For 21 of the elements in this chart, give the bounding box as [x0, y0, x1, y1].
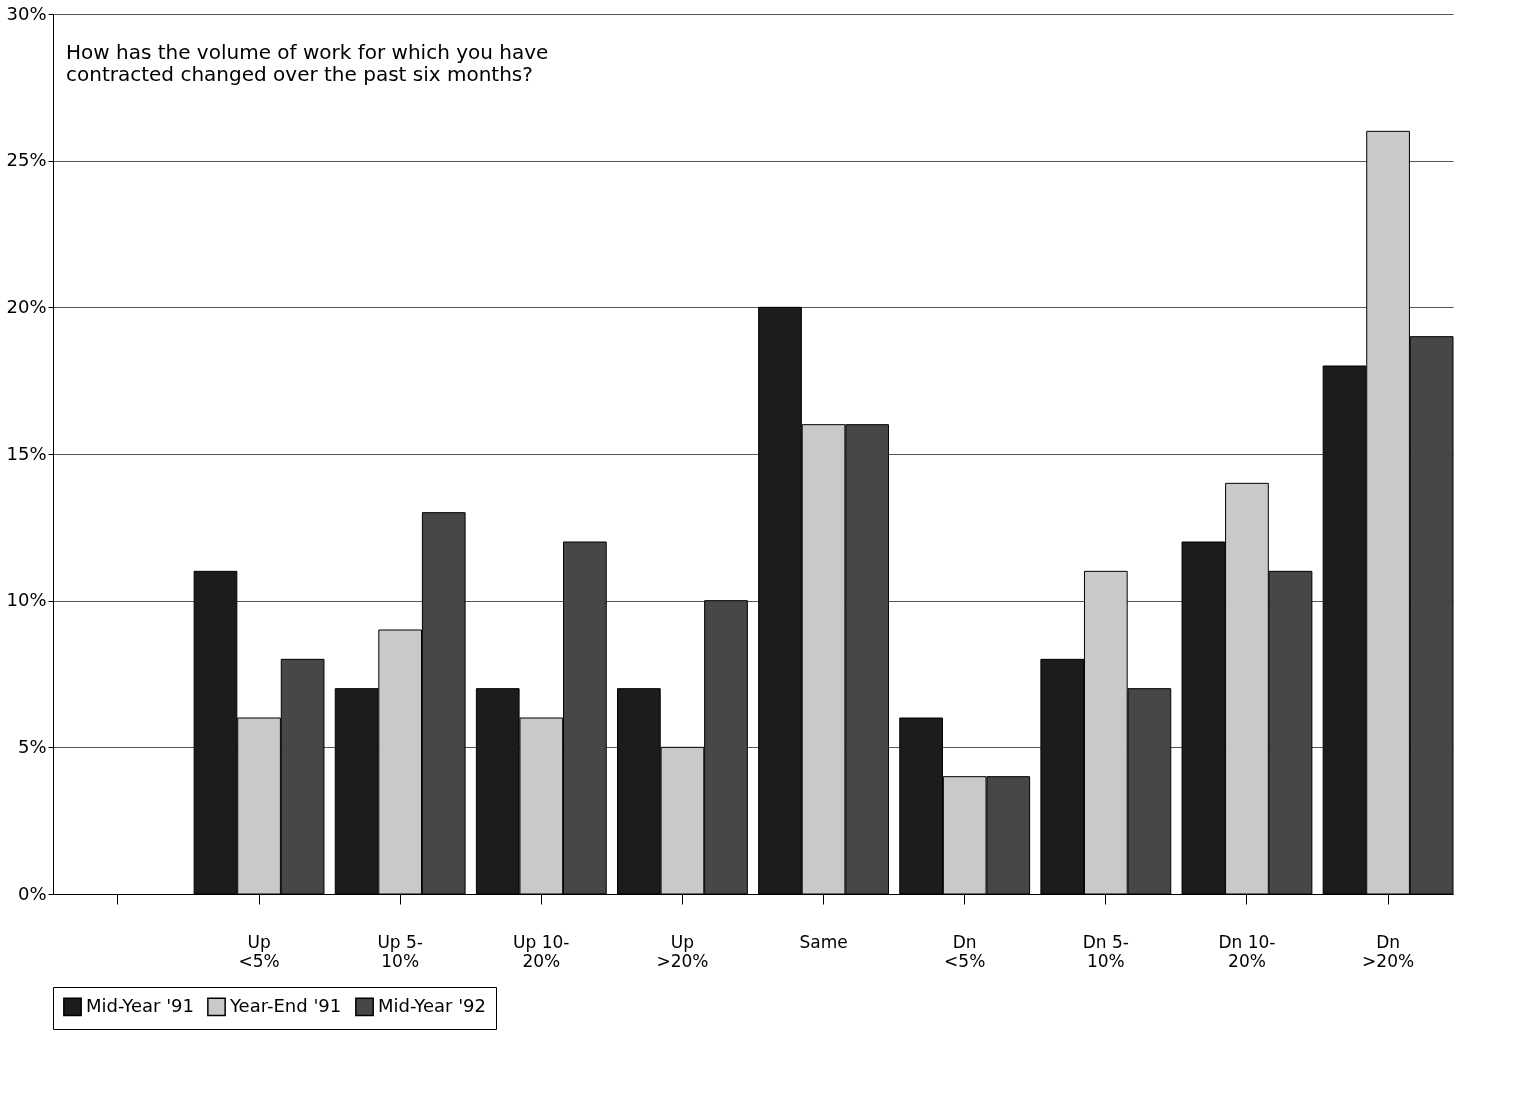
y-tick-label: 30% [6, 2, 47, 24]
x-tick-label: Up <5% [238, 931, 280, 971]
x-tick-label: Up 10- 20% [513, 931, 570, 971]
legend-label: Mid-Year '91 [86, 994, 194, 1016]
y-tick-label: 5% [17, 735, 47, 757]
legend-label: Mid-Year '92 [378, 994, 486, 1016]
y-tick-label: 0% [17, 882, 47, 904]
x-tick-label: Up 5- 10% [377, 931, 423, 971]
y-tick-label: 15% [6, 442, 47, 464]
x-tick-label: Dn 10- 20% [1218, 931, 1276, 971]
y-tick-label: 25% [6, 149, 47, 171]
x-tick-label: Same [799, 931, 848, 952]
legend-label: Year-End '91 [229, 994, 342, 1016]
x-tick-label: Dn <5% [944, 931, 986, 971]
x-tick-label: Up >20% [656, 931, 709, 971]
x-tick-label: Dn >20% [1362, 931, 1415, 971]
text: contracted changed over the past six months? [65, 62, 533, 86]
text: How has the volume of work for which you have [65, 40, 549, 64]
x-tick-label: Dn 5- 10% [1082, 931, 1129, 971]
y-tick-label: 10% [6, 589, 47, 611]
y-tick-label: 20% [6, 295, 47, 317]
